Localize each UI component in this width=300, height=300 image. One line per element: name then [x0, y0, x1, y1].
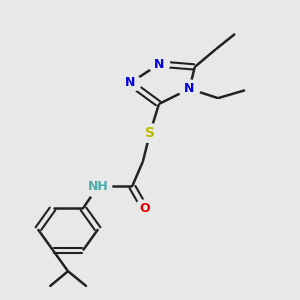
Text: N: N — [125, 76, 136, 89]
Text: O: O — [139, 202, 150, 215]
Circle shape — [139, 124, 161, 142]
Text: S: S — [145, 126, 155, 140]
Circle shape — [148, 55, 170, 73]
Text: NH: NH — [88, 180, 109, 193]
Text: N: N — [154, 58, 164, 70]
Text: N: N — [184, 82, 195, 95]
Circle shape — [85, 176, 112, 197]
Circle shape — [178, 80, 200, 98]
Circle shape — [135, 200, 155, 216]
Circle shape — [120, 74, 141, 92]
